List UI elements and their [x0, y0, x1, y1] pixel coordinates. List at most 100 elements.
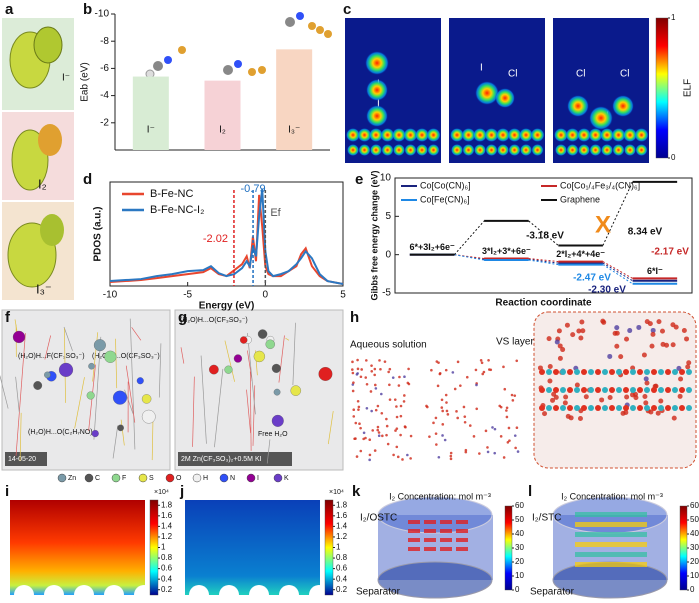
hotspot: [424, 538, 436, 542]
molecule-dot: [401, 458, 404, 461]
atom: [318, 367, 333, 381]
colorbar-tick-label: 20: [515, 557, 524, 566]
slice: [575, 562, 647, 567]
molecule-dot: [446, 413, 450, 416]
molecule-dot: [686, 360, 692, 366]
vs-atom: [588, 405, 594, 411]
molecule-dot: [547, 378, 553, 384]
molecule-dot: [434, 432, 438, 435]
molecule-dot: [553, 394, 559, 400]
plot-frame: [394, 177, 693, 294]
molecule-dot: [464, 450, 468, 454]
legend-label: I: [257, 475, 259, 482]
molecule-dot: [643, 400, 649, 406]
annotation-label: -0.79: [241, 183, 266, 195]
atom: [86, 391, 95, 400]
y-tick-label: -6: [100, 63, 109, 74]
y-tick-label: 0: [385, 249, 391, 260]
molecule-dot: [474, 368, 478, 372]
molecule-dot: [379, 367, 382, 371]
elf-blob: [566, 144, 579, 156]
molecule-dot: [392, 453, 395, 457]
atom: [296, 12, 304, 20]
vs-atom: [665, 369, 671, 375]
colorbar-tick-label: 1: [671, 13, 676, 22]
molecule-dot: [568, 415, 574, 421]
atom: [316, 26, 324, 34]
separator-label: Separator: [530, 587, 575, 598]
atom: [324, 30, 332, 38]
elf-blob: [577, 128, 591, 142]
vs-atom: [595, 387, 601, 393]
y-tick-label: -4: [100, 90, 109, 101]
molecule-dot: [547, 364, 553, 370]
panel-label: d: [83, 171, 92, 188]
molecule-dot: [516, 450, 520, 453]
molecule-dot: [438, 372, 442, 376]
vs-atom: [644, 387, 650, 393]
molecule-dot: [624, 394, 630, 400]
connector: [454, 254, 485, 261]
legend-label: K: [284, 475, 289, 482]
molecule-dot: [570, 332, 576, 338]
molecule-dot: [650, 331, 656, 337]
atom: [271, 414, 284, 427]
colorbar-tick-label: 50: [515, 515, 524, 524]
atom: [88, 362, 95, 370]
molecule-dot: [491, 426, 494, 429]
heatmap: [10, 500, 145, 595]
molecule-dot: [398, 375, 401, 379]
elf-blob: [426, 128, 441, 142]
molecule-dot: [440, 406, 444, 409]
ion-label: I₃⁻: [36, 281, 52, 296]
atom: [93, 339, 106, 352]
cylinder-base: [377, 561, 493, 599]
hbond-label: (H₂O)H...O(CF₃SO₃⁻): [92, 353, 160, 360]
elf-blob: [635, 144, 648, 156]
colorbar: [679, 505, 688, 591]
elf-blob: [427, 144, 440, 156]
colorbar: [324, 499, 334, 596]
hotspot: [408, 547, 420, 551]
y-axis-label: Gibbs free energy change (eV): [369, 170, 379, 300]
molecule-dot: [359, 426, 362, 430]
connector: [528, 259, 559, 266]
molecule-dot: [647, 321, 653, 327]
elf-blob: [415, 128, 429, 142]
vs-atom: [553, 405, 559, 411]
molecule-dot: [368, 453, 372, 457]
panel-label: j: [179, 483, 184, 500]
elf-blob: [601, 144, 613, 156]
bond: [112, 425, 119, 459]
molecule-dot: [391, 376, 395, 379]
molecule-dot: [357, 408, 360, 411]
bond: [93, 336, 102, 440]
vs-atom: [658, 405, 664, 411]
panel-label: c: [343, 1, 351, 18]
colorbar-tick-label: 30: [690, 543, 699, 552]
atom: [58, 362, 74, 377]
legend-label: N: [230, 475, 235, 482]
y-tick-label: 10: [380, 173, 392, 184]
vs-atom: [588, 369, 594, 375]
bond: [285, 337, 290, 341]
molecule-dot: [478, 452, 481, 455]
vs-atom: [567, 369, 573, 375]
atom: [239, 336, 248, 344]
x-tick-label: 5: [340, 290, 346, 301]
molecule-dot: [502, 456, 506, 459]
colorbar-tick-label: 60: [690, 501, 699, 510]
elf-blob: [473, 128, 487, 142]
y-tick-label: -10: [95, 9, 110, 20]
elf-blob: [366, 105, 388, 127]
legend-label: Co[Co(CN)₆]: [420, 180, 471, 190]
colorbar-tick-label: 1.4: [161, 521, 173, 530]
bond: [327, 410, 334, 445]
molecule-dot: [486, 450, 490, 454]
molecule-dot: [432, 421, 435, 425]
colorbar-tick-label: 0.2: [161, 585, 173, 594]
hbond-label: (H₂O)H...O(CF₃SO₃⁻): [180, 317, 248, 324]
elf-blob: [474, 144, 486, 156]
bond: [125, 365, 136, 423]
colorbar-tick-label: 0.8: [336, 553, 348, 562]
